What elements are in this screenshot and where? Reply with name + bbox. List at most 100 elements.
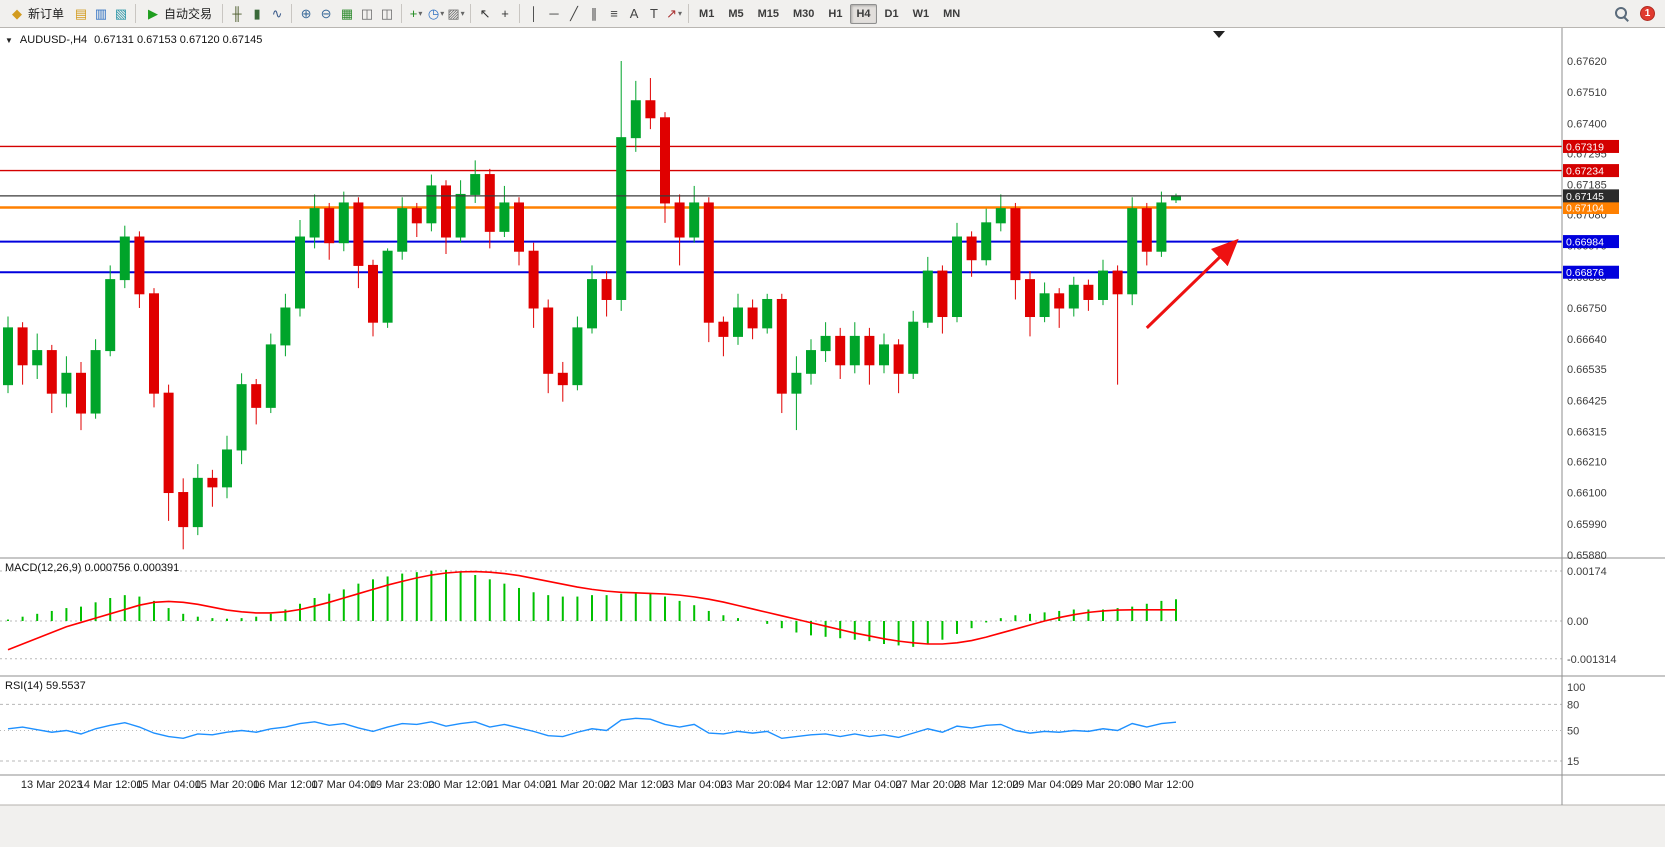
svg-text:16 Mar 12:00: 16 Mar 12:00 bbox=[253, 779, 318, 791]
svg-text:22 Mar 12:00: 22 Mar 12:00 bbox=[603, 779, 668, 791]
arrows-icon[interactable]: ↗ ▾ bbox=[666, 5, 682, 21]
svg-text:100: 100 bbox=[1567, 682, 1585, 694]
toolbar-separator bbox=[291, 4, 293, 23]
svg-text:21 Mar 20:00: 21 Mar 20:00 bbox=[545, 779, 610, 791]
timeframe-button-m30[interactable]: M30 bbox=[793, 7, 815, 20]
toolbar-separator bbox=[519, 4, 521, 23]
candlestick-chart-icon[interactable]: ▮ bbox=[253, 5, 261, 21]
line-chart-icon[interactable]: ∿ bbox=[271, 5, 283, 21]
svg-text:50: 50 bbox=[1567, 726, 1579, 738]
macd-axis: 0.00174 0.00 -0.001314 bbox=[1567, 566, 1617, 666]
horizontal-line-icon[interactable]: ─ bbox=[549, 6, 559, 21]
vertical-line-icon[interactable]: │ bbox=[529, 6, 539, 21]
indicators-icon[interactable]: + ▾ bbox=[409, 6, 423, 21]
timeframe-button-w1[interactable]: W1 bbox=[912, 7, 930, 20]
svg-text:0.67104: 0.67104 bbox=[1566, 202, 1604, 214]
svg-text:29 Mar 04:00: 29 Mar 04:00 bbox=[1012, 779, 1077, 791]
svg-text:15 Mar 04:00: 15 Mar 04:00 bbox=[136, 779, 201, 791]
window-arrange-group: ▦ ◫ ◫ bbox=[337, 4, 397, 24]
zoom-in-icon[interactable]: ⊕ bbox=[300, 5, 312, 21]
panel-toggle-group: ▤ ▥ ▧ bbox=[71, 4, 131, 24]
horizontal-levels bbox=[0, 145, 1562, 274]
svg-text:0.67510: 0.67510 bbox=[1567, 87, 1607, 99]
trend-arrow-annotation[interactable] bbox=[1145, 238, 1239, 329]
cursor-icon[interactable]: ↖ bbox=[479, 5, 491, 21]
timeframe-button-mn[interactable]: MN bbox=[943, 7, 961, 20]
crosshair-icon[interactable]: + bbox=[501, 6, 509, 21]
zoom-out-icon[interactable]: ⊖ bbox=[320, 5, 332, 21]
period-icon[interactable]: ◷ ▾ bbox=[427, 5, 445, 21]
chevron-down-icon[interactable]: ▾ bbox=[460, 9, 465, 18]
timeframe-button-h1[interactable]: H1 bbox=[828, 7, 843, 20]
svg-text:80: 80 bbox=[1567, 699, 1579, 711]
label-icon[interactable]: T bbox=[650, 6, 658, 21]
timeframe-button-m15[interactable]: M15 bbox=[757, 7, 779, 20]
price-axis[interactable]: 0.676200.675100.674000.672950.671850.670… bbox=[1567, 56, 1607, 562]
price-badges: 0.67319 0.67234 0.67104 0.66984 0.66876 0.671… bbox=[1563, 139, 1619, 279]
channel-icon[interactable]: ∥ bbox=[590, 5, 598, 21]
autotrade-button[interactable]: ▶ 自动交易 bbox=[140, 3, 218, 25]
chart-shift-marker-icon[interactable] bbox=[1213, 31, 1225, 38]
timeframe-button-d1[interactable]: D1 bbox=[884, 7, 899, 20]
chevron-down-icon[interactable]: ▾ bbox=[418, 9, 423, 18]
svg-text:27 Mar 04:00: 27 Mar 04:00 bbox=[837, 779, 902, 791]
template-icon[interactable]: ▨ ▾ bbox=[447, 5, 465, 21]
svg-text:0.66640: 0.66640 bbox=[1567, 334, 1607, 346]
arrange-tile-icon[interactable]: ◫ bbox=[380, 5, 394, 21]
svg-text:0.66210: 0.66210 bbox=[1567, 456, 1607, 468]
search-icon[interactable] bbox=[1611, 4, 1631, 24]
svg-text:15: 15 bbox=[1567, 756, 1579, 768]
indicator-period-template-group: + ▾ ◷ ▾ ▨ ▾ bbox=[406, 4, 466, 24]
market-watch-icon[interactable]: ▥ bbox=[94, 5, 108, 21]
svg-text:23 Mar 20:00: 23 Mar 20:00 bbox=[720, 779, 785, 791]
text-icon[interactable]: A bbox=[629, 6, 639, 21]
status-strip bbox=[0, 805, 1665, 847]
timeframe-group: M1 M5 M15 M30 H1 H4 D1 W1 MN bbox=[693, 3, 966, 24]
timeframe-button-m1[interactable]: M1 bbox=[699, 7, 715, 20]
new-order-label: 新订单 bbox=[28, 7, 65, 21]
notification-badge[interactable]: 1 bbox=[1640, 6, 1655, 21]
toolbar-separator bbox=[222, 4, 224, 23]
navigator-icon[interactable]: ▧ bbox=[114, 5, 128, 21]
new-order-button[interactable]: ◆ 新订单 bbox=[4, 3, 70, 25]
svg-text:0.66100: 0.66100 bbox=[1567, 488, 1607, 500]
svg-text:20 Mar 12:00: 20 Mar 12:00 bbox=[428, 779, 493, 791]
svg-text:23 Mar 04:00: 23 Mar 04:00 bbox=[662, 779, 727, 791]
chart-window[interactable]: 0.67620 0.67510 0.67400 0.67295 0.67185 0.670… bbox=[0, 28, 1665, 847]
new-order-icon: ◆ bbox=[12, 5, 22, 21]
svg-text:-0.001314: -0.001314 bbox=[1567, 654, 1617, 666]
arrange-cascade-icon[interactable]: ◫ bbox=[360, 5, 374, 21]
rsi-grid bbox=[0, 703, 1562, 762]
chevron-down-icon[interactable]: ▾ bbox=[440, 9, 445, 18]
price-badge-support-1 bbox=[1563, 235, 1619, 249]
timeframe-button-m5[interactable]: M5 bbox=[728, 7, 744, 20]
chart-type-group: ╫ ▮ ∿ bbox=[227, 4, 287, 24]
svg-text:28 Mar 12:00: 28 Mar 12:00 bbox=[954, 779, 1019, 791]
price-badge-pivot-orange bbox=[1563, 200, 1619, 214]
svg-text:0.66425: 0.66425 bbox=[1567, 395, 1607, 407]
price-badge-resistance-1 bbox=[1563, 139, 1619, 153]
svg-text:0.66984: 0.66984 bbox=[1566, 237, 1604, 249]
bar-chart-icon[interactable]: ╫ bbox=[232, 6, 242, 21]
toolbar-separator bbox=[470, 4, 472, 23]
trendline-icon[interactable]: ╱ bbox=[570, 5, 578, 21]
cursor-group: ↖ + bbox=[475, 4, 515, 24]
chart-list-icon[interactable]: ▤ bbox=[74, 5, 88, 21]
chevron-down-icon[interactable]: ▾ bbox=[677, 9, 682, 18]
svg-text:0.67620: 0.67620 bbox=[1567, 56, 1607, 68]
chart-canvas[interactable]: 0.676200.675100.674000.672950.671850.670… bbox=[0, 28, 1665, 847]
tile-windows-icon[interactable]: ▦ bbox=[340, 5, 354, 21]
svg-text:30 Mar 12:00: 30 Mar 12:00 bbox=[1129, 779, 1194, 791]
symbol-dropdown-icon[interactable]: ▼ bbox=[5, 35, 13, 45]
svg-text:0.66535: 0.66535 bbox=[1567, 364, 1607, 376]
toolbar-separator bbox=[688, 4, 690, 23]
fibonacci-icon[interactable]: ≡ bbox=[610, 6, 618, 21]
svg-text:19 Mar 23:00: 19 Mar 23:00 bbox=[370, 779, 435, 791]
svg-text:0.67234: 0.67234 bbox=[1566, 166, 1604, 178]
svg-text:0.65990: 0.65990 bbox=[1567, 519, 1607, 531]
candlesticks bbox=[3, 61, 1181, 550]
rsi-axis: 100 80 50 15 bbox=[1567, 682, 1585, 768]
timeframe-button-h4[interactable]: H4 bbox=[850, 3, 877, 24]
